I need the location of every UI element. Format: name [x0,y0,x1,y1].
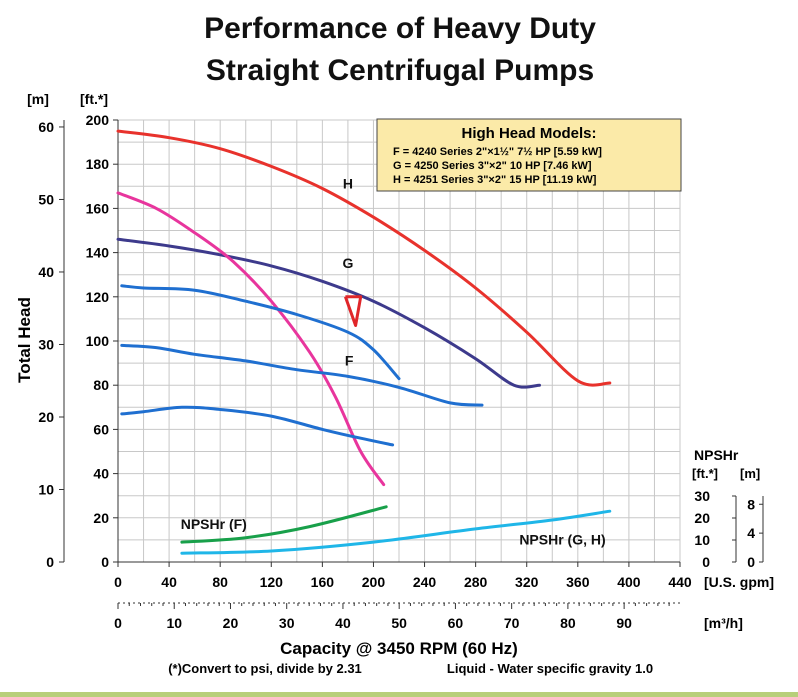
y-unit-ft: [ft.*] [80,91,108,107]
legend-line-g: G = 4250 Series 3"×2" 10 HP [7.46 kW] [393,160,592,172]
curve-npshr-gh [180,509,612,555]
curve-f-impeller-upper [120,284,401,381]
x-tick-label-gpm: 40 [161,574,177,590]
legend-title: High Head Models: [461,125,596,142]
npsh-axis: NPSHr [ft.*] [m] 0 10 20 30 0 4 8 [692,447,764,570]
curve-h [116,129,612,387]
chart-title-line-2: Straight Centrifugal Pumps [206,54,594,87]
axes: 0 20 40 60 80 100 120 140 160 180 200 0 10 20 30 40 50 60 [38,112,119,570]
y-tick-label-ft: 20 [93,510,109,526]
x-tick-label-m3h: 70 [504,615,520,631]
grid [117,119,681,563]
npsh-tick-label-ft: 30 [694,488,710,504]
x-tick-label-m3h: 30 [279,615,295,631]
legend-box-frame [376,118,682,192]
npsh-tick-label-m: 8 [747,496,755,512]
npsh-tick-label-ft: 0 [702,554,710,570]
legend-box: High Head Models: F = 4240 Series 2"×1½"… [376,118,682,192]
x-unit-m3h: [m³/h] [704,615,743,631]
y-tick-label-m: 20 [38,409,54,425]
npsh-unit-m: [m] [740,466,760,481]
curve-label-npshr-g-h: NPSHr (G, H) [519,531,605,547]
y-tick-label-ft: 0 [101,554,109,570]
x-tick-label-m3h: 0 [114,615,122,631]
y-tick-label-m: 50 [38,191,54,207]
x-tick-label-gpm: 320 [515,574,539,590]
y-tick-label-m: 30 [38,336,54,352]
x-tick-label-gpm: 280 [464,574,488,590]
x-tick-label-m3h: 10 [166,615,182,631]
npsh-unit-ft: [ft.*] [692,466,718,481]
npsh-tick-label-ft: 20 [694,510,710,526]
y-tick-label-ft: 100 [86,333,110,349]
y-tick-label-ft: 40 [93,466,109,482]
x-tick-label-gpm: 400 [617,574,641,590]
npsh-tick-label-ft: 10 [694,532,710,548]
legend-line-h: H = 4251 Series 3"×2" 15 HP [11.19 kW] [393,174,597,186]
curve-npshr-f [180,505,388,544]
x-tick-label-m3h: 40 [335,615,351,631]
curve-f-impeller-lower [120,405,395,447]
curve-f-impeller-middle [120,343,484,407]
x-tick-label-m3h: 90 [616,615,632,631]
y-tick-label-ft: 160 [86,200,110,216]
x-tick-label-gpm: 120 [260,574,284,590]
footnote-liquid: Liquid - Water specific gravity 1.0 [447,661,653,676]
x-tick-label-gpm: 80 [212,574,228,590]
legend-line-f: F = 4240 Series 2"×1½" 7½ HP [5.59 kW] [393,146,602,158]
x-tick-label-m3h: 20 [223,615,239,631]
x-tick-label-m3h: 80 [560,615,576,631]
curve-label-h: H [343,176,353,192]
npsh-axis-title: NPSHr [694,447,739,463]
y-tick-label-ft: 120 [86,289,110,305]
chart-title-line-1: Performance of Heavy Duty [204,12,596,45]
y-tick-label-m: 0 [46,554,54,570]
curve-label-f: F [345,352,354,368]
y-tick-label-ft: 80 [93,377,109,393]
y-tick-label-m: 40 [38,264,54,280]
x-tick-label-gpm: 200 [362,574,386,590]
x-tick-label-gpm: 360 [566,574,590,590]
y-tick-label-ft: 200 [86,112,110,128]
curve-label-g: G [342,255,353,271]
curve-g [116,237,541,389]
x-axis-title: Capacity @ 3450 RPM (60 Hz) [280,639,518,658]
x-unit-gpm: [U.S. gpm] [704,574,774,590]
x-axis-m3h: 0 10 20 30 40 50 60 70 80 90 [m³/h] [114,602,743,631]
y-tick-label-m: 60 [38,119,54,135]
red-annotation-mark [343,295,363,327]
npsh-tick-label-m: 4 [747,525,755,541]
x-tick-label-gpm: 160 [311,574,335,590]
curve-labels: H G F NPSHr (F) NPSHr (G, H) [181,176,606,548]
x-tick-label-m3h: 50 [391,615,407,631]
y-tick-label-ft: 60 [93,421,109,437]
page-bottom-border [0,692,798,697]
y-unit-m: [m] [27,91,49,107]
x-tick-label-m3h: 60 [448,615,464,631]
y-tick-label-ft: 180 [86,156,110,172]
x-tick-label-gpm: 0 [114,574,122,590]
y-tick-label-ft: 140 [86,245,110,261]
npsh-tick-label-m: 0 [747,554,755,570]
x-axis-gpm: 0 40 80 120 160 200 240 280 320 360 400 440 [U.S. g… [114,561,774,590]
y-tick-label-m: 10 [38,481,54,497]
curves [116,129,612,555]
curve-label-npshr-f: NPSHr (F) [181,516,247,532]
footnote-psi: (*)Convert to psi, divide by 2.31 [168,661,362,676]
x-tick-label-gpm: 440 [668,574,692,590]
x-tick-label-gpm: 240 [413,574,437,590]
y-axis-title: Total Head [15,297,34,383]
